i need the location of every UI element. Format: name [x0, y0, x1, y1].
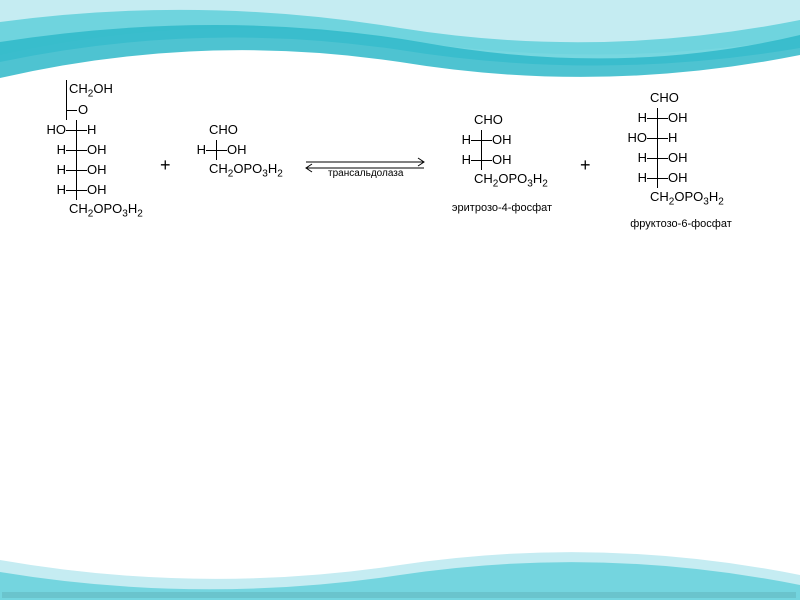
label-erythrose4p: эритрозо-4-фосфат [442, 202, 562, 214]
mol1-r1: CH2OH [67, 79, 113, 102]
molecule-erythrose4p: CHO HOH HOH CH2OPO3H2 [455, 110, 548, 190]
reversible-arrow: трансальдолаза [300, 154, 430, 183]
mol3-r1: CHO [472, 110, 503, 130]
mol4-r1: CHO [648, 88, 679, 108]
mol2-r1: CHO [207, 120, 238, 140]
plus-2: + [580, 155, 591, 176]
reaction-diagram: CH2OH O HOH HOH HOH HOH CH2OPO3H2 + CHO … [0, 80, 800, 300]
mol3-r4: CH2OPO3H2 [472, 169, 548, 192]
plus-1: + [160, 155, 171, 176]
molecule-g3p: CHO HOH CH2OPO3H2 [190, 120, 283, 180]
label-fructose6p: фруктозо-6-фосфат [616, 218, 746, 230]
mol4-r6: CH2OPO3H2 [648, 187, 724, 210]
mol1-r2-o: O [77, 100, 88, 120]
mol1-r7: CH2OPO3H2 [67, 199, 143, 222]
molecule-sedoheptulose: CH2OH O HOH HOH HOH HOH CH2OPO3H2 [40, 80, 143, 220]
molecule-fructose6p: CHO HOH HOH HOH HOH CH2OPO3H2 [625, 88, 724, 208]
mol2-r3: CH2OPO3H2 [207, 159, 283, 182]
enzyme-label: трансальдолаза [328, 168, 403, 179]
